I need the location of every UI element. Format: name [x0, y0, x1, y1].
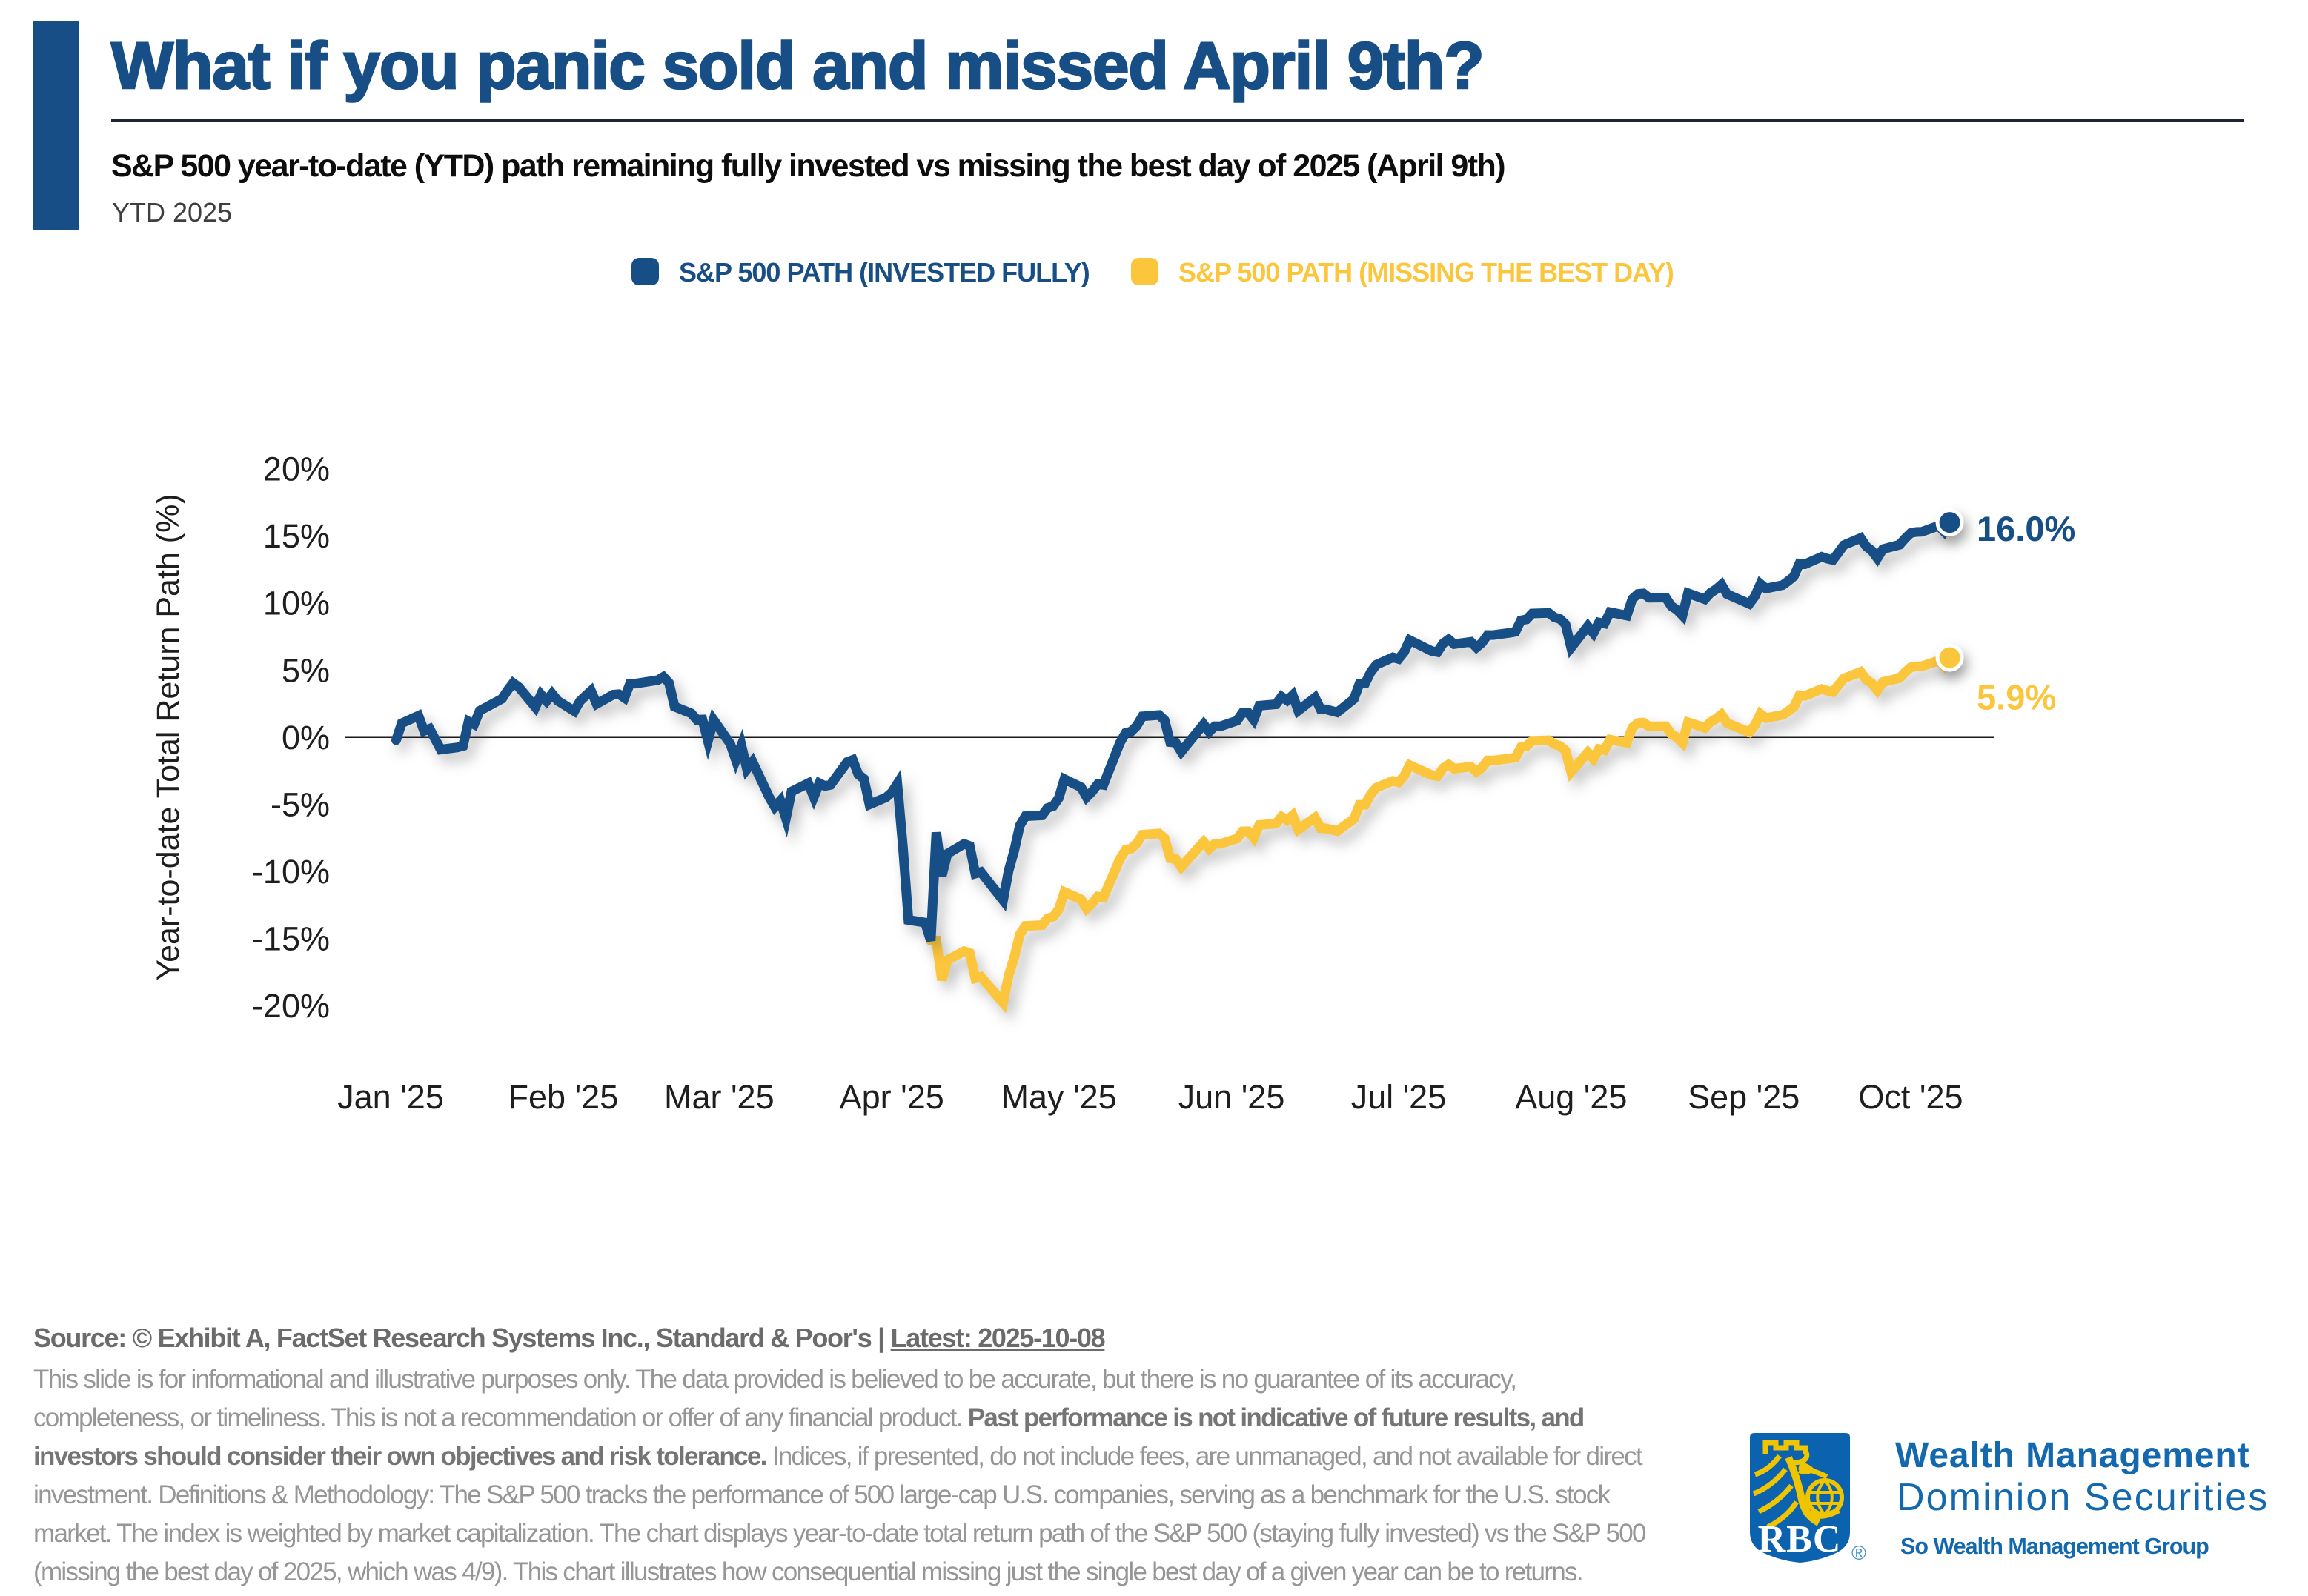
svg-text:Year-to-date Total Return Path: Year-to-date Total Return Path (%): [150, 493, 186, 980]
svg-text:Apr '25: Apr '25: [840, 1078, 944, 1116]
svg-text:Aug '25: Aug '25: [1515, 1078, 1627, 1116]
svg-text:Jul '25: Jul '25: [1351, 1078, 1447, 1116]
svg-text:5%: 5%: [282, 651, 330, 689]
svg-text:Mar '25: Mar '25: [664, 1078, 775, 1116]
svg-text:Sep '25: Sep '25: [1688, 1078, 1800, 1116]
svg-text:-20%: -20%: [252, 987, 330, 1025]
svg-text:Oct '25: Oct '25: [1858, 1078, 1963, 1116]
svg-text:-10%: -10%: [252, 853, 330, 891]
svg-text:16.0%: 16.0%: [1977, 509, 2075, 548]
svg-text:RBC: RBC: [1758, 1518, 1842, 1560]
svg-text:15%: 15%: [263, 517, 330, 555]
svg-text:Feb '25: Feb '25: [508, 1078, 619, 1116]
svg-text:Jan '25: Jan '25: [337, 1078, 444, 1116]
svg-text:®: ®: [1851, 1542, 1866, 1564]
svg-text:-5%: -5%: [271, 785, 330, 823]
svg-text:20%: 20%: [263, 450, 330, 488]
svg-text:May '25: May '25: [1001, 1078, 1117, 1116]
svg-text:-15%: -15%: [252, 920, 330, 957]
svg-text:5.9%: 5.9%: [1977, 678, 2056, 717]
svg-text:10%: 10%: [263, 585, 330, 622]
svg-text:0%: 0%: [282, 719, 330, 757]
svg-text:Jun '25: Jun '25: [1178, 1078, 1285, 1116]
